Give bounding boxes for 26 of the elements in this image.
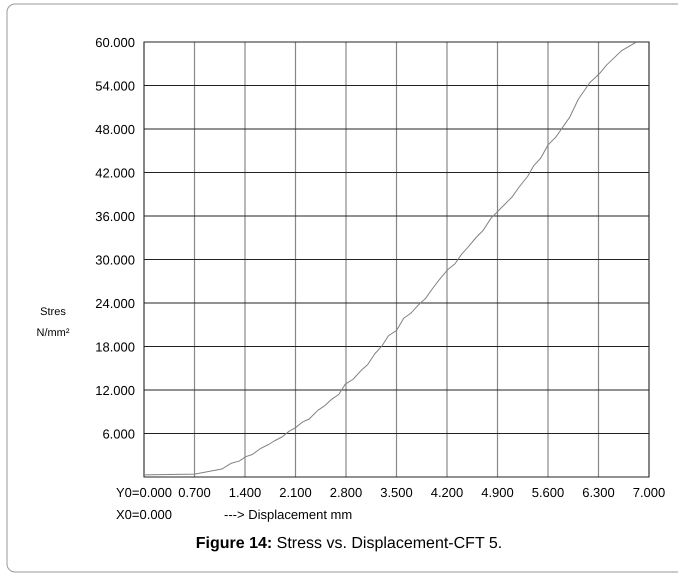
x-tick-label: 7.000 <box>632 485 666 500</box>
y-tick-label: 24.000 <box>95 296 135 311</box>
y-tick-label: 54.000 <box>95 78 135 94</box>
y-tick-label: 12.000 <box>95 383 135 398</box>
y-tick-label: 6.000 <box>102 426 135 442</box>
x-tick-label: 5.600 <box>532 485 564 500</box>
x-tick-label: 6.300 <box>582 485 615 500</box>
y-tick-label: 48.000 <box>95 122 135 137</box>
x-tick-label: 2.100 <box>279 485 312 500</box>
y-tick-label: 60.000 <box>95 35 135 50</box>
x-tick-label: 3.500 <box>380 485 413 500</box>
y-tick-label: 42.000 <box>95 166 135 180</box>
x-tick-label: 4.200 <box>430 485 464 500</box>
x-tick-label: 2.800 <box>330 485 362 500</box>
y-tick-label: 36.000 <box>95 209 135 224</box>
y-axis-title: Stres N/mm² <box>36 306 70 339</box>
text: Figure 14: Stress vs. Displacement-CFT 5. <box>196 535 502 552</box>
x-tick-label: 0.700 <box>178 485 211 500</box>
x-axis-title: ---> Displacement mm <box>224 507 352 522</box>
x-tick-label: 1.400 <box>228 485 262 500</box>
x-tick-label: 4.900 <box>481 485 514 500</box>
y-tick-label: 18.000 <box>95 340 135 354</box>
text: X0=0.000 <box>116 507 172 522</box>
line-series <box>144 42 636 476</box>
y-tick-label: 30.000 <box>95 252 135 268</box>
x-tick-label: Y0=0.000 <box>116 485 172 500</box>
